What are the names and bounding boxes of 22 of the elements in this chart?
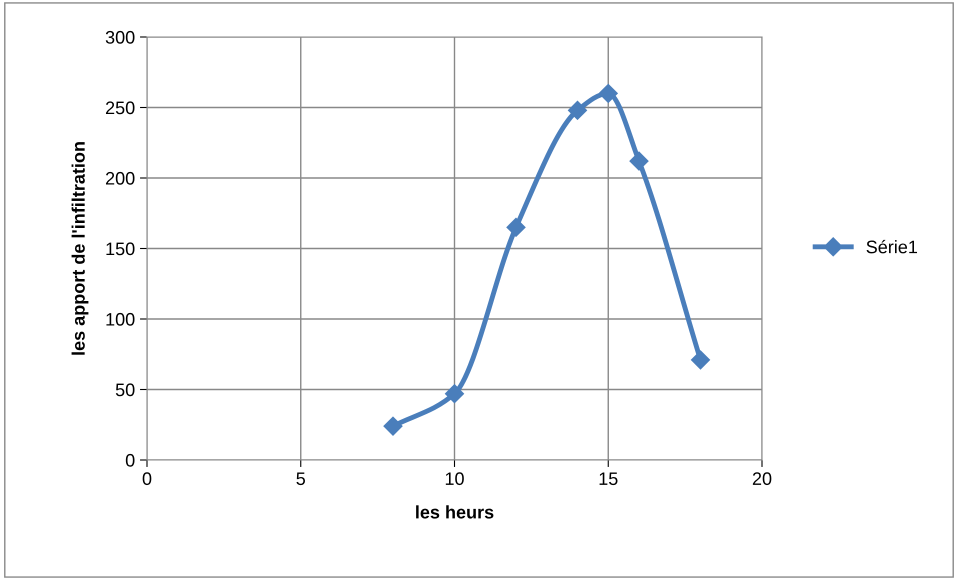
y-tick-label: 200 bbox=[106, 172, 134, 185]
point bbox=[506, 218, 526, 237]
point bbox=[598, 84, 618, 103]
y-tick-label: 50 bbox=[116, 383, 134, 396]
y-axis-title: les apport de l'infiltration bbox=[72, 142, 88, 355]
y-tick-label: 300 bbox=[106, 30, 134, 44]
y-tick-label: 250 bbox=[106, 101, 134, 114]
point bbox=[568, 100, 588, 120]
y-tick-label: 0 bbox=[126, 454, 134, 467]
x-tick-label: 5 bbox=[296, 472, 306, 486]
y-tick-label: 100 bbox=[106, 312, 134, 326]
legend-label: Série1 bbox=[866, 240, 918, 254]
x-tick-label: 15 bbox=[600, 472, 618, 486]
point bbox=[690, 350, 710, 370]
x-axis-title: les heurs bbox=[416, 505, 494, 519]
y-tick-label: 150 bbox=[106, 242, 134, 256]
x-tick-label: 20 bbox=[752, 472, 772, 486]
point bbox=[444, 384, 464, 404]
point bbox=[629, 152, 649, 171]
x-tick-label: 0 bbox=[142, 472, 152, 486]
x-tick-label: 10 bbox=[446, 472, 464, 486]
point bbox=[383, 416, 403, 436]
